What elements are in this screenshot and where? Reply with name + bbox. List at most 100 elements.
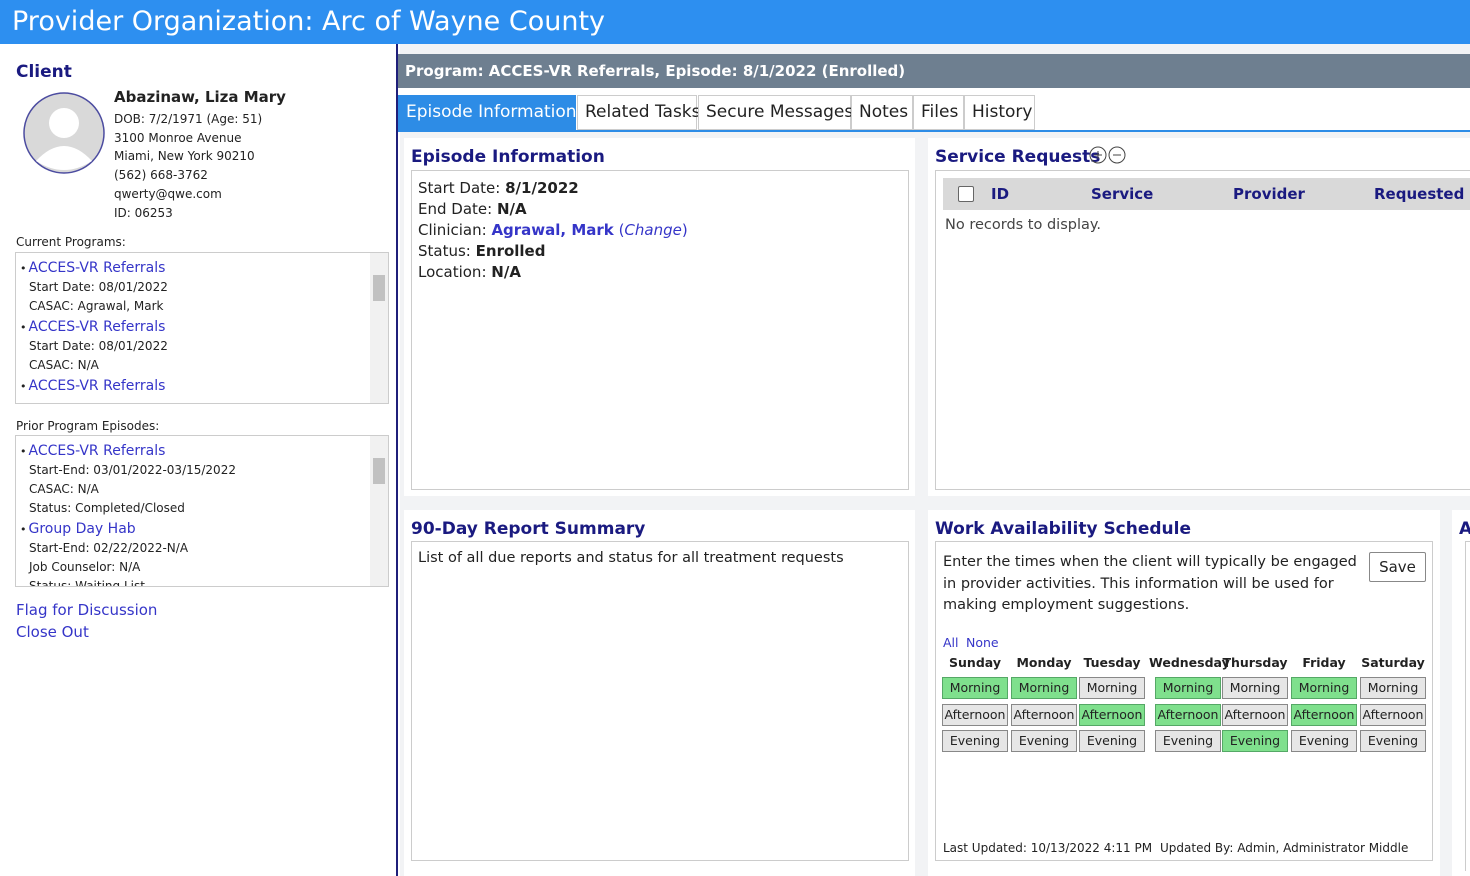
updated-by: Updated By: Admin, Administrator Middle [1160, 841, 1409, 855]
time-slot[interactable]: Afternoon [1155, 703, 1221, 726]
day-header: Friday [1302, 655, 1346, 670]
time-slot[interactable]: Evening [942, 730, 1008, 752]
program-detail: Start-End: 03/01/2022-03/15/2022 [29, 463, 236, 477]
column-header[interactable]: Provider [1233, 185, 1305, 203]
program-detail: Start Date: 08/01/2022 [29, 339, 168, 353]
panel-title: A [1459, 519, 1470, 539]
program-detail: Start Date: 08/01/2022 [29, 280, 168, 294]
flag-link[interactable]: Flag for Discussion [16, 601, 158, 619]
field-value[interactable]: Agrawal, Mark [491, 221, 614, 239]
schedule-box: Enter the times when the client will typ… [935, 541, 1433, 861]
day-header: Monday [1016, 655, 1072, 670]
program-link[interactable]: Group Day Hab [20, 521, 136, 537]
field-label: End Date: [418, 200, 493, 218]
program-detail: CASAC: N/A [29, 358, 99, 372]
header: Provider Organization: Arc of Wayne Coun… [0, 0, 1470, 44]
day-header: Saturday [1361, 655, 1425, 670]
column-header[interactable]: Service [1091, 185, 1154, 203]
time-slot[interactable]: Afternoon [1222, 703, 1288, 726]
select-all-link[interactable]: All [943, 635, 959, 650]
tab[interactable]: Secure Messages [698, 95, 853, 130]
prior-label: Prior Program Episodes: [16, 419, 160, 433]
time-slot[interactable]: Afternoon [1011, 703, 1077, 726]
add-remove-icons[interactable] [1088, 145, 1128, 165]
time-slot[interactable]: Evening [1155, 730, 1221, 752]
current-list: ACCES-VR Referrals Start Date: 08/01/2022… [15, 252, 389, 404]
field-label: Location: [418, 263, 487, 281]
tab-underline [398, 130, 1470, 132]
episode-field: Status: Enrolled [418, 241, 902, 262]
program-link[interactable]: ACCES-VR Referrals [20, 260, 165, 276]
program-link[interactable]: ACCES-VR Referrals [20, 378, 165, 394]
table-header: ID Service Provider Requested C [943, 178, 1470, 210]
client-detail: 3100 Monroe Avenue [114, 130, 242, 145]
client-detail: DOB: 7/2/1971 (Age: 51) [114, 112, 263, 126]
program-link[interactable]: ACCES-VR Referrals [20, 443, 165, 459]
day-header: Wednesday [1149, 655, 1230, 670]
day-header: Thursday [1222, 655, 1288, 670]
time-slot[interactable]: Afternoon [942, 703, 1008, 726]
tab[interactable]: Files [913, 95, 964, 130]
service-panel: Service Requests ID Service Provider Req… [928, 138, 1470, 496]
client-detail: ID: 06253 [114, 205, 173, 220]
program-detail: Status: Waiting List [29, 579, 145, 587]
field-value: Enrolled [475, 242, 546, 260]
report-panel: 90-Day Report Summary List of all due re… [404, 510, 915, 876]
time-slot[interactable]: Afternoon [1291, 703, 1357, 726]
time-slot[interactable]: Morning [1360, 677, 1426, 699]
scrollbar[interactable] [370, 253, 388, 403]
change-link[interactable]: Change [624, 221, 682, 239]
time-slot[interactable]: Afternoon [1360, 703, 1426, 726]
day-header: Sunday [949, 655, 1001, 670]
select-none-link[interactable]: None [966, 635, 999, 650]
tab[interactable]: Related Tasks [577, 95, 701, 130]
program-bar-text: Program: ACCES-VR Referrals, Episode: 8/… [405, 62, 906, 80]
program-detail: CASAC: N/A [29, 482, 99, 496]
program-link[interactable]: ACCES-VR Referrals [20, 319, 165, 335]
time-slot[interactable]: Morning [1011, 677, 1077, 699]
time-slot[interactable]: Morning [1155, 677, 1221, 699]
time-slot[interactable]: Morning [1079, 677, 1145, 699]
avatar [23, 92, 105, 174]
program-detail: Start-End: 02/22/2022-N/A [29, 541, 189, 555]
client-detail: Miami, New York 90210 [114, 149, 255, 164]
field-label: Status: [418, 242, 471, 260]
client-name: Abazinaw, Liza Mary [114, 88, 286, 106]
client-detail: qwerty@qwe.com [114, 186, 222, 201]
panel-title: Work Availability Schedule [935, 519, 1192, 539]
program-bar: Program: ACCES-VR Referrals, Episode: 8/… [398, 54, 1470, 88]
column-header[interactable]: ID [991, 185, 1010, 203]
client-detail: (562) 668-3762 [114, 168, 208, 183]
time-slot[interactable]: Morning [1291, 677, 1357, 699]
column-header[interactable]: Requested C [1374, 185, 1470, 203]
service-box: ID Service Provider Requested C No recor… [935, 170, 1470, 490]
time-slot[interactable]: Evening [1011, 730, 1077, 752]
episode-field: Start Date: 8/1/2022 [418, 178, 902, 199]
time-slot[interactable]: Evening [1222, 730, 1288, 752]
tab[interactable]: Notes [851, 95, 913, 130]
select-all[interactable] [958, 186, 974, 202]
close-out-link[interactable]: Close Out [16, 623, 89, 641]
time-slot[interactable]: Afternoon [1079, 703, 1145, 726]
paren: ( [618, 221, 625, 239]
time-slot[interactable]: Evening [1291, 730, 1357, 752]
episode-panel: Episode Information Start Date: 8/1/2022… [404, 138, 915, 496]
report-text: List of all due reports and status for a… [418, 550, 844, 566]
time-slot[interactable]: Evening [1360, 730, 1426, 752]
save-button[interactable]: Save [1369, 552, 1426, 582]
program-detail: Job Counselor: N/A [29, 560, 141, 574]
time-slot[interactable]: Morning [1222, 677, 1288, 699]
client-panel: Client Abazinaw, Liza Mary DOB: 7/2/1971… [0, 44, 398, 876]
client-details: DOB: 7/2/1971 (Age: 51) 3100 Monroe Avenu… [114, 110, 262, 222]
time-slot[interactable]: Morning [942, 677, 1008, 699]
scrollbar[interactable] [370, 436, 388, 586]
tab[interactable]: History [964, 95, 1035, 130]
time-slot[interactable]: Evening [1079, 730, 1145, 752]
partial-panel: A [1452, 510, 1470, 876]
episode-field: End Date: N/A [418, 199, 902, 220]
panel-title: 90-Day Report Summary [411, 519, 646, 539]
schedule-panel: Work Availability Schedule Enter the tim… [928, 510, 1440, 876]
program-item: ACCES-VR Referrals [20, 375, 388, 396]
tab[interactable]: Episode Information [398, 95, 577, 130]
field-value: 8/1/2022 [505, 179, 579, 197]
